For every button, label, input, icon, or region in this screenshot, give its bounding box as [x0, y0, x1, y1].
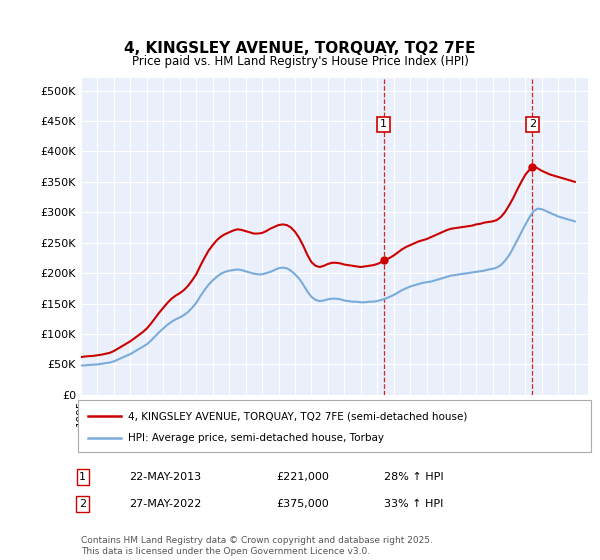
Text: 27-MAY-2022: 27-MAY-2022	[129, 499, 202, 509]
Text: £221,000: £221,000	[276, 472, 329, 482]
Text: 2: 2	[529, 119, 536, 129]
Text: Price paid vs. HM Land Registry's House Price Index (HPI): Price paid vs. HM Land Registry's House …	[131, 55, 469, 68]
Text: 4, KINGSLEY AVENUE, TORQUAY, TQ2 7FE (semi-detached house): 4, KINGSLEY AVENUE, TORQUAY, TQ2 7FE (se…	[128, 411, 468, 421]
Text: £375,000: £375,000	[276, 499, 329, 509]
Text: 4, KINGSLEY AVENUE, TORQUAY, TQ2 7FE: 4, KINGSLEY AVENUE, TORQUAY, TQ2 7FE	[124, 41, 476, 56]
Text: 22-MAY-2013: 22-MAY-2013	[129, 472, 201, 482]
Text: 1: 1	[380, 119, 387, 129]
Text: 2: 2	[79, 499, 86, 509]
Text: 28% ↑ HPI: 28% ↑ HPI	[384, 472, 443, 482]
Text: 33% ↑ HPI: 33% ↑ HPI	[384, 499, 443, 509]
Text: Contains HM Land Registry data © Crown copyright and database right 2025.
This d: Contains HM Land Registry data © Crown c…	[81, 536, 433, 556]
Text: 1: 1	[79, 472, 86, 482]
Text: HPI: Average price, semi-detached house, Torbay: HPI: Average price, semi-detached house,…	[128, 433, 385, 442]
